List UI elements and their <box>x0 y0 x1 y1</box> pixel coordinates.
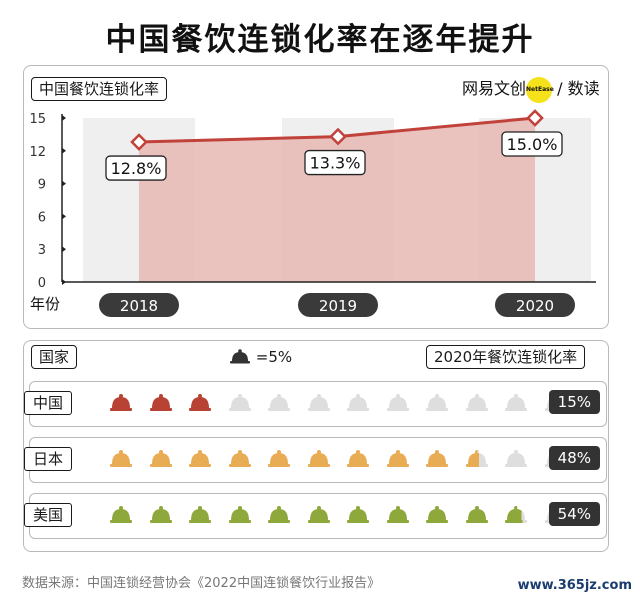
line-chart-title: 中国餐饮连锁化率 <box>31 77 168 101</box>
netease-logo-icon: NetEase <box>526 76 554 103</box>
watermark: www.365jz.com <box>517 578 632 593</box>
row-country-label: 中国 <box>24 391 73 415</box>
y-tick-label: 9 <box>38 178 46 193</box>
x-category-pill <box>495 293 575 317</box>
y-tick-label: 3 <box>38 243 46 258</box>
row-country-label: 美国 <box>24 503 73 527</box>
y-tick-label: 0 <box>38 276 46 291</box>
pictogram-row: 日本 48% <box>24 437 607 483</box>
brand-name: 网易文创 <box>462 79 527 98</box>
y-tick-label: 15 <box>29 112 46 127</box>
data-label-box <box>501 131 563 157</box>
y-tick-mark <box>62 180 66 187</box>
data-label: 12.8% <box>111 159 162 178</box>
y-tick-label: 6 <box>38 210 46 225</box>
x-tick-label: 2018 <box>120 297 158 315</box>
row-value-label: 48% <box>548 446 600 470</box>
data-point <box>329 127 347 146</box>
bell-legend-icon <box>229 348 256 366</box>
page-title: 中国餐饮连锁化率在逐年提升 <box>105 22 535 58</box>
data-label: 15.0% <box>507 135 558 154</box>
y-tick-mark <box>62 279 66 285</box>
brand-suffix: / 数读 <box>557 79 600 98</box>
y-tick-label: 12 <box>29 145 46 160</box>
pictogram-row: 中国 15% <box>24 381 607 427</box>
row-country-label: 日本 <box>24 447 73 471</box>
pictogram-title: 2020年餐饮连锁化率 <box>426 345 586 369</box>
data-label-box <box>105 155 167 181</box>
brand: 网易文创NetEase / 数读 <box>462 75 600 103</box>
category-header: 国家 <box>31 345 78 369</box>
legend-unit: =5% <box>255 348 293 366</box>
data-point <box>130 133 148 151</box>
y-tick-mark <box>62 115 66 121</box>
data-label: 13.3% <box>310 154 361 173</box>
y-tick-mark <box>62 213 66 220</box>
data-label-box <box>304 149 366 176</box>
x-axis-label: 年份 <box>30 295 60 313</box>
y-tick-mark <box>62 246 66 253</box>
pictogram-row: 美国 54% <box>24 493 607 539</box>
x-tick-label: 2020 <box>516 297 554 315</box>
data-point <box>526 109 544 127</box>
row-value-label: 15% <box>548 390 600 414</box>
x-category-pill <box>298 293 378 317</box>
area-fill <box>139 118 535 282</box>
source-note: 数据来源：中国连锁经营协会《2022中国连锁餐饮行业报告》 <box>22 576 381 591</box>
row-value-label: 54% <box>548 502 600 526</box>
legend: =5% <box>229 348 292 366</box>
x-category-pill <box>99 293 179 317</box>
y-tick-mark <box>62 147 66 154</box>
x-tick-label: 2019 <box>319 297 357 315</box>
